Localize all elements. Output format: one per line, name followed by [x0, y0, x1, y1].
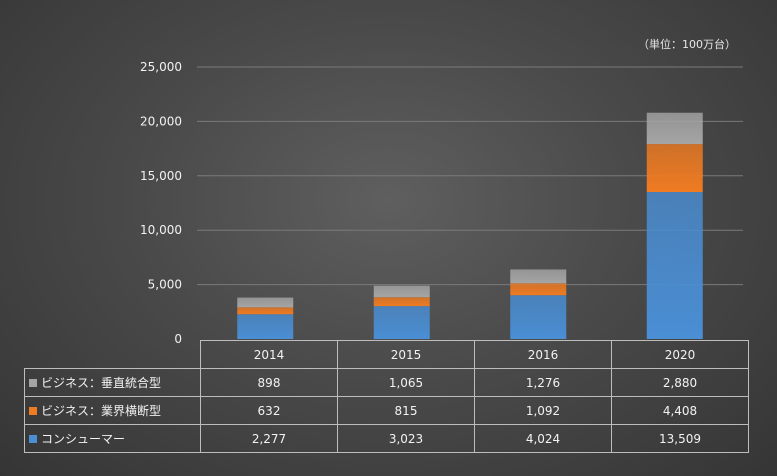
y-tick-label: 5,000 [148, 278, 182, 292]
data-label: 2,880 [611, 368, 749, 397]
table-row: ビジネス：業界横断型 632 815 1,092 4,408 [24, 396, 749, 425]
y-tick-label: 25,000 [140, 60, 182, 74]
data-label: 3,023 [337, 424, 475, 453]
bars [237, 112, 703, 339]
legend-swatch [29, 407, 37, 415]
table-row: ビジネス：垂直統合型 898 1,065 1,276 2,880 [24, 368, 749, 397]
bar-segment [510, 283, 567, 296]
data-label: 13,509 [611, 424, 749, 453]
category-label: 2020 [611, 340, 749, 369]
table-row: コンシューマー 2,277 3,023 4,024 13,509 [24, 424, 749, 453]
data-label: 815 [337, 396, 475, 425]
bar-segment [510, 269, 567, 284]
bar-segment [646, 192, 703, 339]
y-tick-label: 0 [174, 332, 182, 346]
bar-segment [237, 314, 294, 339]
bar-segment [646, 144, 703, 193]
data-label: 4,024 [474, 424, 612, 453]
series-label-cell: ビジネス：垂直統合型 [24, 368, 201, 397]
bar-segment [237, 297, 294, 308]
data-label: 1,092 [474, 396, 612, 425]
bar-segment [237, 307, 294, 315]
category-label: 2015 [337, 340, 475, 369]
series-name: ビジネス：業界横断型 [41, 404, 162, 418]
series-name: コンシューマー [41, 432, 126, 446]
legend-swatch [29, 435, 37, 443]
data-label: 632 [200, 396, 338, 425]
legend-swatch [29, 379, 37, 387]
series-label-cell: ビジネス：業界横断型 [24, 396, 201, 425]
data-table: 2014 2015 2016 2020 ビジネス：垂直統合型 898 1,065 1,276 2… [24, 340, 749, 453]
data-label: 4,408 [611, 396, 749, 425]
bar-segment [373, 285, 430, 298]
bar-segment [373, 306, 430, 339]
table-header-row: 2014 2015 2016 2020 [25, 340, 749, 369]
unit-note: （単位：100万台） [638, 38, 736, 51]
bar-segment [510, 295, 567, 339]
series-label-cell: コンシューマー [24, 424, 201, 453]
category-label: 2014 [200, 340, 338, 369]
y-tick-label: 10,000 [140, 223, 182, 237]
category-label: 2016 [474, 340, 612, 369]
y-axis-ticks: 0 5,000 10,000 15,000 20,000 25,000 [140, 60, 182, 346]
data-label: 898 [200, 368, 338, 397]
data-label: 1,276 [474, 368, 612, 397]
data-label: 1,065 [337, 368, 475, 397]
y-tick-label: 20,000 [140, 114, 182, 128]
bar-segment [646, 112, 703, 145]
bar-segment [373, 297, 430, 307]
y-tick-label: 15,000 [140, 169, 182, 183]
data-label: 2,277 [200, 424, 338, 453]
series-name: ビジネス：垂直統合型 [41, 376, 162, 390]
table-corner [25, 341, 201, 369]
